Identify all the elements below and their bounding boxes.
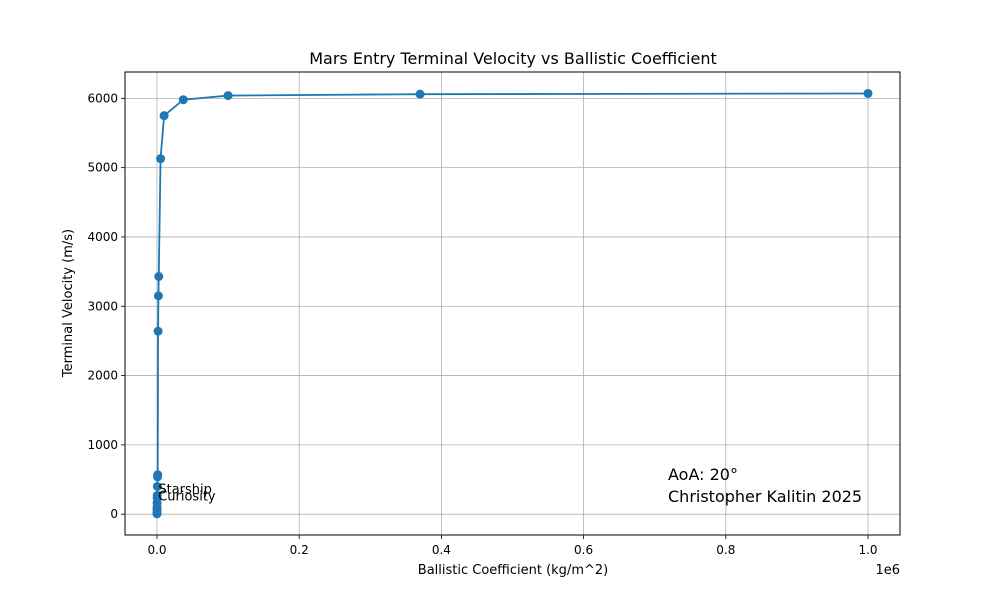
x-axis-offset-label: 1e6 [875, 563, 900, 578]
point-label: Curiosity [158, 489, 216, 504]
data-point [153, 291, 163, 301]
x-tick-label: 1.0 [858, 543, 877, 557]
data-point [178, 95, 188, 105]
x-tick-label: 0.6 [574, 543, 593, 557]
y-tick-label: 1000 [87, 438, 118, 452]
x-tick-label: 0.4 [432, 543, 451, 557]
chart-title: Mars Entry Terminal Velocity vs Ballisti… [309, 49, 717, 68]
y-tick-label: 5000 [87, 161, 118, 175]
data-point [156, 154, 166, 164]
data-point [159, 111, 169, 121]
x-tick-label: 0.0 [147, 543, 166, 557]
point-label: Starship [158, 483, 212, 498]
y-axis-ticks: 0 1000 2000 3000 4000 5000 6000 [87, 91, 125, 521]
y-axis-label: Terminal Velocity (m/s) [61, 229, 76, 378]
data-point [223, 91, 233, 101]
y-tick-label: 6000 [87, 91, 118, 105]
data-point [153, 326, 163, 336]
y-tick-label: 4000 [87, 230, 118, 244]
data-point [154, 271, 164, 281]
annotation-aoa: AoA: 20° [668, 465, 738, 484]
y-tick-label: 2000 [87, 369, 118, 383]
data-point [863, 88, 873, 98]
series-line [156, 92, 869, 514]
annotation-credit: Christopher Kalitin 2025 [668, 487, 862, 506]
x-axis-label: Ballistic Coefficient (kg/m^2) [418, 563, 608, 578]
series-layer [152, 88, 873, 519]
y-tick-label: 3000 [87, 299, 118, 313]
data-point [152, 481, 162, 491]
data-point [153, 470, 163, 480]
data-point [415, 89, 425, 99]
data-point [152, 490, 162, 500]
plot-frame [124, 71, 901, 536]
y-tick-label: 0 [110, 507, 118, 521]
x-tick-label: 0.2 [290, 543, 309, 557]
grid-lines [125, 72, 900, 535]
x-axis-ticks: 0.0 0.2 0.4 0.6 0.8 1.0 [147, 535, 878, 557]
x-tick-label: 0.8 [716, 543, 735, 557]
